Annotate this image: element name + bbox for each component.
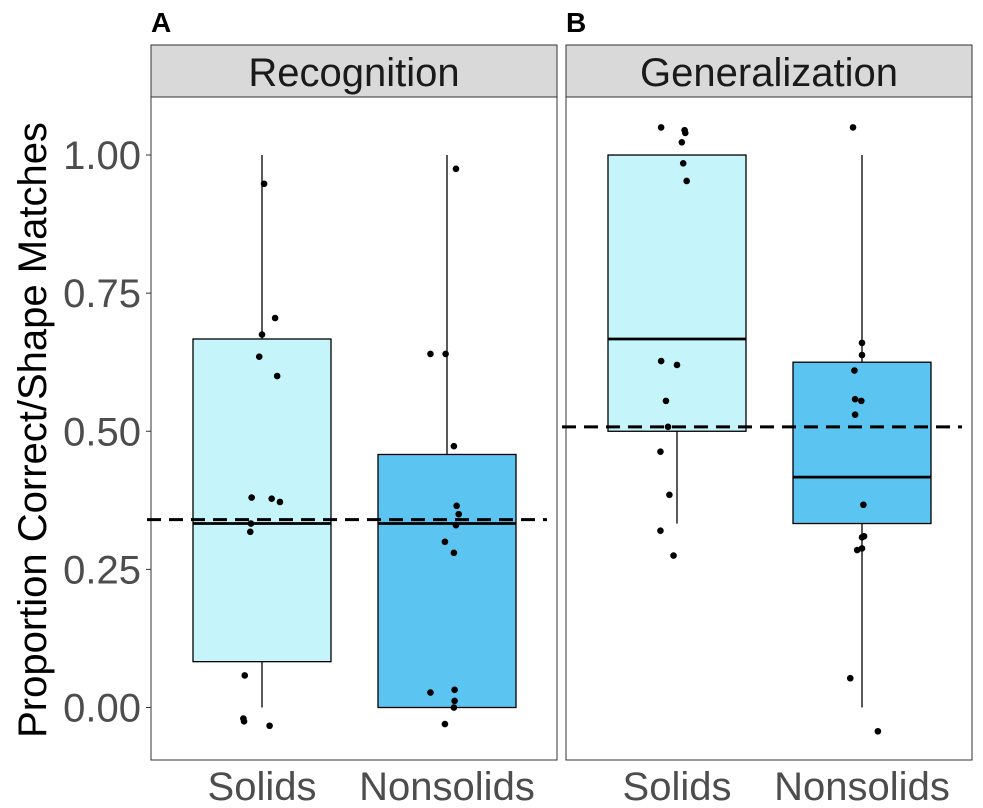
solids-data-point — [657, 124, 665, 131]
y-tick-label: 0.25 — [63, 548, 141, 592]
y-tick-label: 0.75 — [63, 272, 141, 316]
nonsolids-box — [377, 453, 517, 709]
solids-data-point — [657, 357, 665, 365]
solids-data-point — [657, 448, 664, 456]
solids-box — [607, 154, 747, 432]
strip-generalization-title: Generalization — [640, 51, 898, 95]
nonsolids-data-point — [874, 727, 882, 735]
strip-generalization — [565, 44, 973, 98]
solids-data-point — [683, 177, 690, 185]
solids-data-point — [241, 672, 249, 679]
nonsolids-data-point — [427, 689, 434, 696]
solids-data-point — [246, 528, 254, 536]
nonsolids-data-point — [853, 546, 861, 554]
nonsolids-data-point — [858, 351, 866, 359]
solids-data-point — [273, 372, 281, 380]
y-tick-label: 0.50 — [63, 410, 141, 454]
nonsolids-data-point — [453, 502, 460, 510]
solids-data-point — [276, 498, 284, 506]
nonsolids-data-point — [849, 124, 857, 131]
x-tick-solids-recognition: Solids — [208, 765, 317, 808]
nonsolids-data-point — [452, 165, 460, 173]
y-tick-label: 1.00 — [63, 134, 141, 178]
x-tick-nonsolids-generalization: Nonsolids — [774, 765, 950, 808]
nonsolids-data-point — [851, 367, 858, 374]
strip-recognition — [150, 44, 558, 98]
nonsolids-box — [792, 361, 932, 525]
solids-data-point — [240, 718, 248, 725]
x-tick-nonsolids-recognition: Nonsolids — [359, 765, 535, 808]
nonsolids-data-point — [860, 501, 867, 509]
nonsolids-data-point — [851, 411, 859, 418]
nonsolids-data-point — [450, 549, 458, 557]
y-axis-title: Proportion Correct/Shape Matches — [11, 122, 55, 738]
nonsolids-data-point — [441, 720, 449, 728]
nonsolids-data-point — [455, 510, 463, 518]
panel-recognition: A Recognition Solids Nonsolids — [147, 7, 558, 808]
nonsolids-data-point — [450, 704, 458, 711]
nonsolids-data-point — [452, 521, 460, 529]
solids-data-point — [681, 129, 689, 137]
x-tick-solids-generalization: Solids — [623, 765, 732, 808]
solids-data-point — [673, 361, 681, 369]
nonsolids-data-point — [851, 395, 859, 403]
solids-data-point — [662, 397, 670, 405]
panel-generalization-marks — [562, 124, 962, 735]
panel-b-tag: B — [566, 7, 586, 38]
solids-data-point — [247, 520, 255, 527]
nonsolids-data-point — [846, 674, 854, 682]
solids-data-point — [266, 722, 273, 730]
panel-generalization: B Generalization Solids Nonsolids — [562, 7, 973, 808]
nonsolids-data-point — [441, 538, 449, 546]
nonsolids-data-point — [450, 442, 458, 450]
nonsolids-data-point — [451, 697, 458, 705]
solids-data-point — [258, 331, 266, 338]
nonsolids-data-point — [451, 686, 458, 694]
solids-data-point — [260, 180, 268, 188]
solids-data-point — [679, 160, 687, 167]
solids-data-point — [657, 527, 664, 535]
nonsolids-data-point — [442, 350, 449, 358]
solids-data-point — [678, 139, 686, 146]
y-axis: 0.00 0.25 0.50 0.75 1.00 — [63, 134, 151, 731]
strip-recognition-title: Recognition — [248, 51, 459, 95]
panel-recognition-marks — [147, 155, 547, 730]
nonsolids-data-point — [427, 350, 434, 358]
panel-a-tag: A — [151, 7, 171, 38]
solids-box — [192, 338, 332, 663]
nonsolids-data-point — [858, 534, 866, 541]
nonsolids-data-point — [858, 397, 865, 405]
solids-data-point — [255, 353, 263, 360]
solids-data-point — [271, 314, 279, 322]
solids-data-point — [666, 491, 673, 499]
y-tick-label: 0.00 — [63, 687, 141, 731]
solids-data-point — [248, 494, 255, 501]
nonsolids-data-point — [858, 339, 866, 347]
solids-data-point — [664, 423, 672, 431]
solids-data-point — [268, 495, 275, 502]
solids-data-point — [670, 552, 677, 559]
